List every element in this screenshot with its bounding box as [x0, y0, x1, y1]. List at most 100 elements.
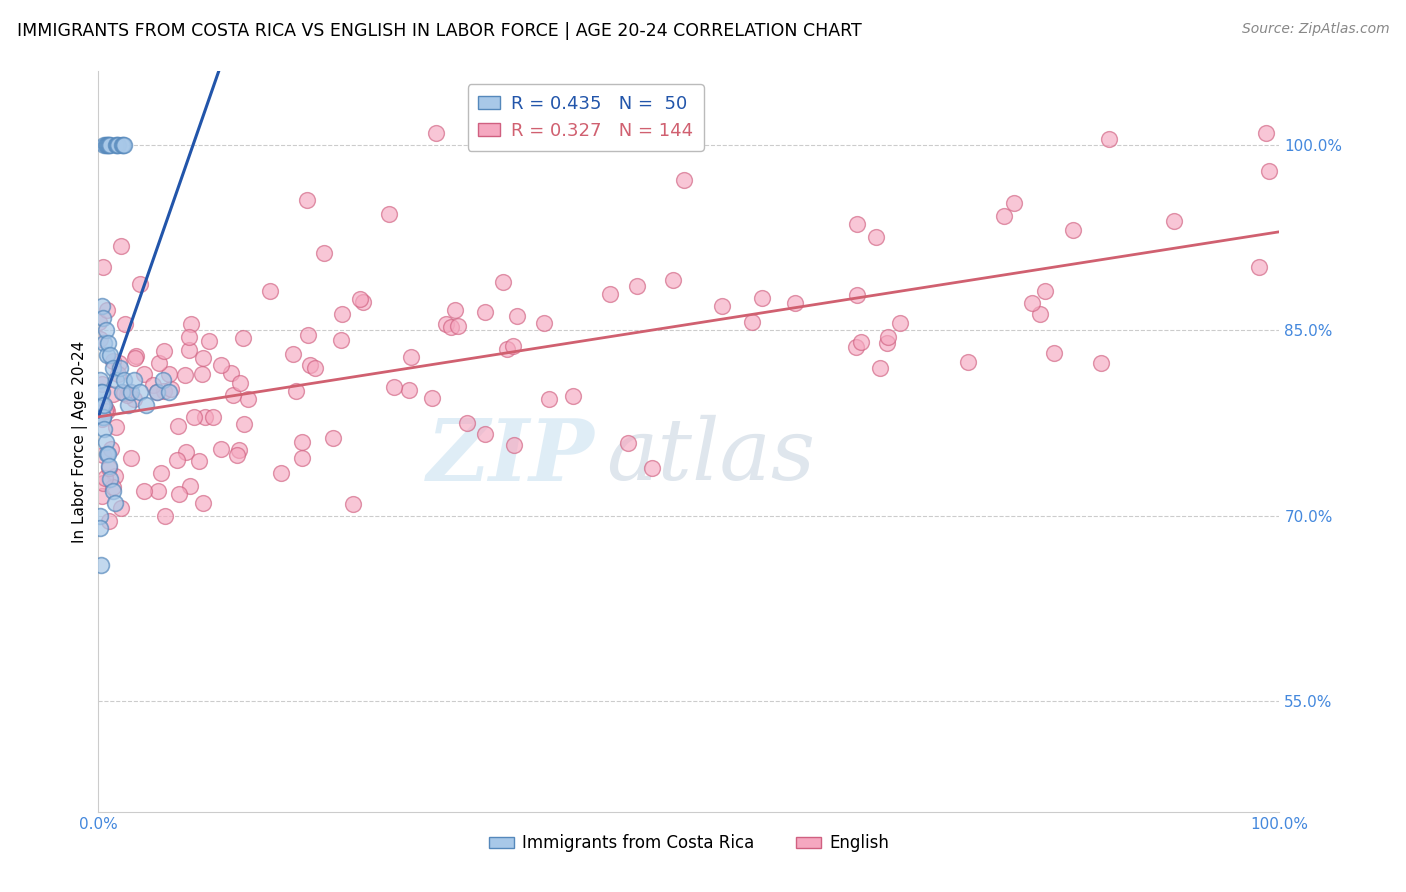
Text: IMMIGRANTS FROM COSTA RICA VS ENGLISH IN LABOR FORCE | AGE 20-24 CORRELATION CHA: IMMIGRANTS FROM COSTA RICA VS ENGLISH IN… [17, 22, 862, 40]
Point [112, 138, 135, 153]
Point [295, 193, 318, 207]
Point [89, 373, 111, 387]
Point [232, 331, 254, 345]
Point [97, 138, 120, 153]
Point [118, 384, 141, 399]
Point [270, 466, 292, 480]
Point [90, 385, 112, 400]
Point [330, 307, 353, 321]
Point [91, 299, 114, 313]
Point [146, 384, 169, 399]
Point [91, 476, 114, 491]
Point [846, 217, 869, 231]
Point [94, 138, 117, 153]
Point [377, 207, 399, 221]
Point [304, 361, 326, 376]
Point [91, 411, 114, 425]
Text: Source: ZipAtlas.com: Source: ZipAtlas.com [1241, 22, 1389, 37]
Point [110, 239, 132, 253]
Point [845, 288, 868, 302]
Point [174, 368, 197, 383]
Point [94, 471, 117, 485]
Point [193, 496, 215, 510]
Point [96, 138, 118, 153]
Point [94, 404, 117, 418]
Point [146, 385, 169, 400]
Point [159, 382, 181, 396]
Point [96, 303, 118, 318]
Point [135, 398, 157, 412]
Point [297, 328, 319, 343]
Point [105, 138, 128, 153]
Point [100, 442, 122, 456]
Point [107, 138, 129, 153]
Point [440, 319, 463, 334]
Point [110, 501, 132, 516]
Point [281, 347, 304, 361]
Point [447, 318, 470, 333]
Point [869, 360, 891, 375]
Point [96, 447, 118, 461]
Point [101, 354, 124, 368]
Point [91, 311, 114, 326]
Point [672, 172, 695, 186]
Point [122, 373, 145, 387]
Point [104, 420, 127, 434]
Point [105, 373, 128, 387]
Point [312, 245, 335, 260]
Point [169, 487, 191, 501]
Point [474, 426, 496, 441]
Point [112, 373, 135, 387]
Point [93, 335, 115, 350]
Point [94, 434, 117, 449]
Point [101, 387, 124, 401]
Point [98, 461, 121, 475]
Point [443, 302, 465, 317]
Point [105, 138, 128, 153]
Point [90, 377, 112, 392]
Point [191, 368, 214, 382]
Point [537, 392, 560, 406]
Point [291, 435, 314, 450]
Point [785, 296, 807, 310]
Point [322, 431, 344, 445]
Point [179, 343, 201, 357]
Point [1090, 356, 1112, 370]
Point [1258, 164, 1281, 178]
Point [474, 305, 496, 319]
Point [98, 138, 121, 153]
Point [329, 333, 352, 347]
Point [98, 348, 121, 362]
Point [90, 558, 112, 572]
Point [91, 398, 114, 412]
Point [108, 356, 131, 370]
Point [125, 349, 148, 363]
Point [232, 417, 254, 432]
Point [132, 368, 155, 382]
Point [96, 404, 118, 418]
Point [349, 292, 371, 306]
Point [94, 324, 117, 338]
Point [104, 496, 127, 510]
Point [640, 460, 662, 475]
Point [93, 138, 115, 153]
Point [124, 351, 146, 365]
Point [94, 401, 117, 416]
Point [398, 383, 420, 397]
Point [91, 489, 114, 503]
Point [228, 443, 250, 458]
Point [96, 348, 118, 362]
Point [166, 419, 188, 434]
Point [496, 342, 519, 356]
Point [456, 416, 478, 430]
Point [112, 138, 135, 153]
Point [149, 467, 172, 481]
Point [956, 355, 979, 369]
Point [425, 126, 447, 140]
Point [122, 392, 145, 406]
Point [98, 138, 121, 153]
Point [382, 380, 405, 394]
Point [1021, 296, 1043, 310]
Point [89, 332, 111, 346]
Point [877, 330, 900, 344]
